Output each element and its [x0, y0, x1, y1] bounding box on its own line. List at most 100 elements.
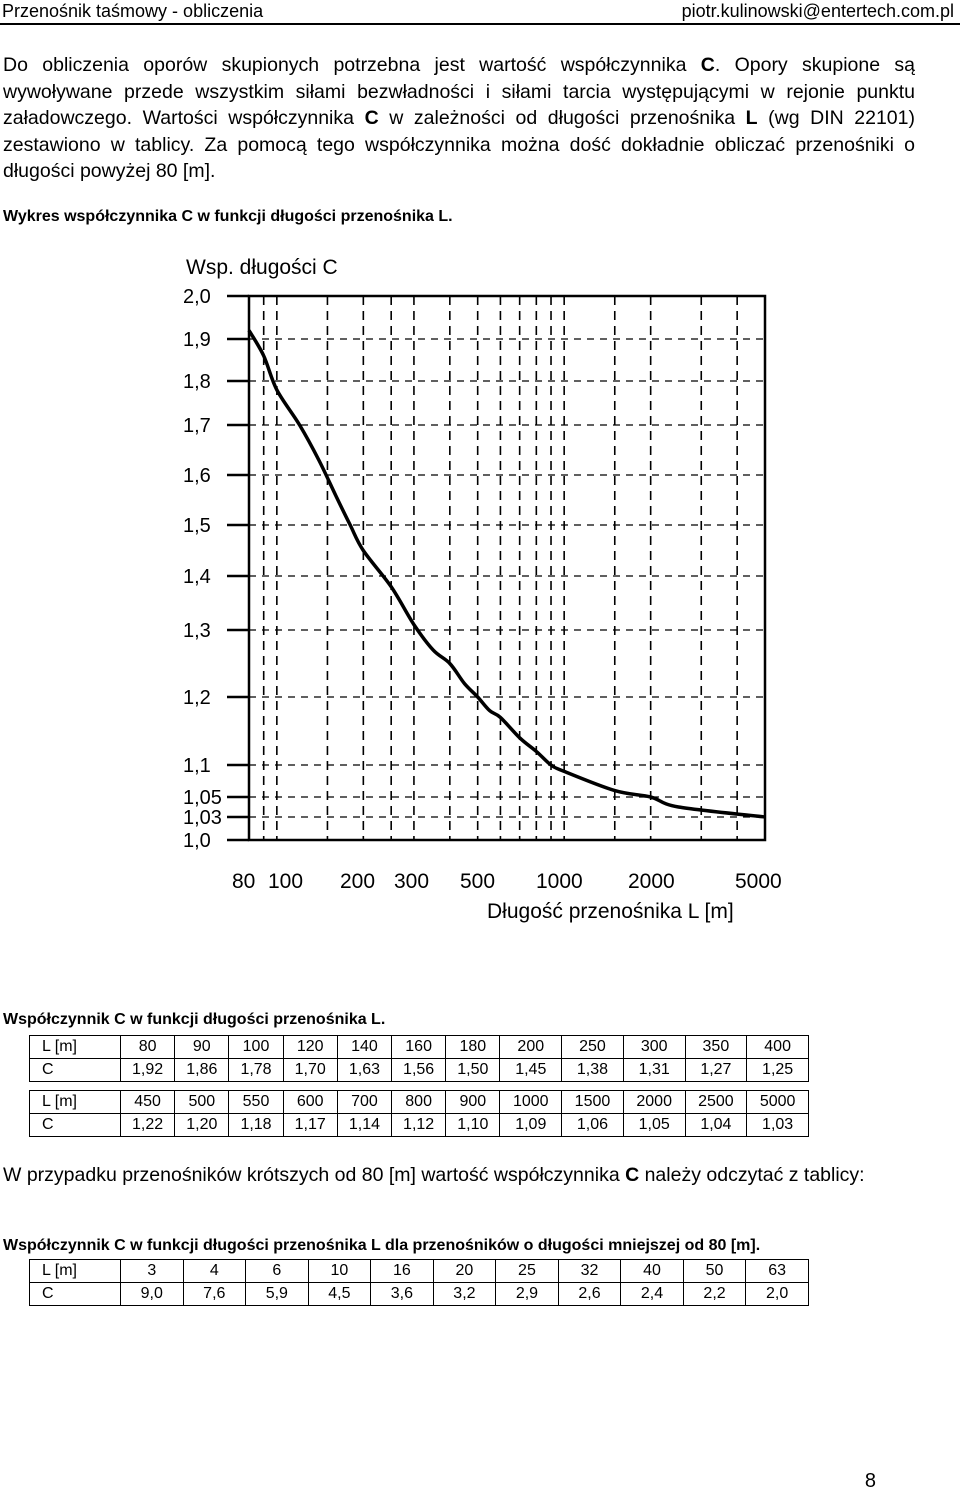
table-cell: 1,10 — [445, 1113, 501, 1137]
table-cell: 25 — [495, 1259, 559, 1283]
table-cell: 90 — [174, 1035, 230, 1059]
table-cell: 9,0 — [120, 1282, 184, 1306]
table-cell: 1,78 — [228, 1058, 284, 1082]
table-cell: 1,06 — [561, 1113, 624, 1137]
row-header-cell: L [m] — [29, 1090, 121, 1114]
short-conveyor-paragraph: W przypadku przenośników krótszych od 80… — [3, 1164, 865, 1186]
header-email: piotr.kulinowski@entertech.com.pl — [681, 1, 954, 21]
table-cell: 1,45 — [499, 1058, 563, 1082]
y-tick-label: 1,6 — [183, 465, 211, 487]
table-cell: 200 — [499, 1035, 563, 1059]
chart-y-axis-label: Wsp. długości C — [186, 256, 338, 279]
table-cell: 50 — [682, 1259, 747, 1283]
table-cell: 1,05 — [622, 1113, 686, 1137]
table-cell: 1,17 — [282, 1113, 338, 1137]
table-cell: 1,38 — [561, 1058, 624, 1082]
table-cell: 2,0 — [745, 1282, 809, 1306]
chart-curve — [247, 329, 766, 819]
table-cell: 1,09 — [499, 1113, 563, 1137]
table-row: L [m] 80 90 100 120 140 160 180 200 250 300 350 400 — [29, 1035, 809, 1059]
table-cell: 3 — [120, 1259, 184, 1283]
table-cell: 63 — [745, 1259, 809, 1283]
table-cell: 1,20 — [174, 1113, 230, 1137]
table-row: C 1,92 1,86 1,78 1,70 1,63 1,56 1,50 1,45 1,38 1,3… — [29, 1058, 809, 1082]
y-tick-label: 1,5 — [183, 515, 211, 537]
coefficient-table: L [m] 80 90 100 120 140 160 180 200 250 300 350 400 C… — [29, 1035, 809, 1137]
table-cell: 700 — [336, 1090, 393, 1114]
row-header-cell: L [m] — [29, 1259, 121, 1283]
table-row: L [m] 3 4 6 10 16 20 25 32 40 50 63 — [29, 1259, 809, 1283]
table-cell: 80 — [119, 1035, 176, 1059]
table-cell: 1,18 — [228, 1113, 284, 1137]
table-cell: 1,92 — [119, 1058, 176, 1082]
table-cell: 350 — [684, 1035, 748, 1059]
x-tick-label: 2000 — [628, 870, 675, 893]
y-tick-label: 1,0 — [183, 830, 211, 852]
table-cell: 1,31 — [622, 1058, 686, 1082]
table-cell: 1,86 — [174, 1058, 230, 1082]
table-cell: 2500 — [684, 1090, 748, 1114]
table-cell: 600 — [282, 1090, 338, 1114]
table-cell: 120 — [282, 1035, 338, 1059]
table-cell: 1,63 — [336, 1058, 393, 1082]
table-cell: 1,04 — [684, 1113, 748, 1137]
chart-x-axis-label: Długość przenośnika L [m] — [487, 900, 734, 923]
table-cell: 1,22 — [119, 1113, 176, 1137]
table-cell: 6 — [245, 1259, 309, 1283]
table-cell: 1,12 — [391, 1113, 447, 1137]
table-cell: 160 — [391, 1035, 447, 1059]
table-cell: 2,9 — [495, 1282, 559, 1306]
table-cell: 1,56 — [391, 1058, 447, 1082]
page-number: 8 — [864, 1470, 876, 1492]
y-tick-label: 1,7 — [183, 415, 211, 437]
table-cell: 4 — [182, 1259, 247, 1283]
x-tick-label: 100 — [268, 870, 303, 893]
table1-caption: Współczynnik C w funkcji długości przeno… — [3, 1011, 386, 1028]
x-tick-label: 200 — [340, 870, 375, 893]
table-cell: 1,70 — [282, 1058, 338, 1082]
y-tick-label: 1,05 — [183, 787, 222, 809]
page-header: Przenośnik taśmowy - obliczenia piotr.ku… — [0, 0, 960, 25]
table-cell: 1500 — [561, 1090, 624, 1114]
table-cell: 2000 — [622, 1090, 686, 1114]
table-cell: 550 — [228, 1090, 284, 1114]
table-cell: 40 — [620, 1259, 684, 1283]
coefficient-chart: 2,0 1,9 1,8 1,7 1,6 1,5 1,4 1,3 1,2 1,1 1,051,031,… — [183, 256, 782, 923]
row-header-cell: C — [29, 1282, 121, 1306]
table-cell: 800 — [391, 1090, 447, 1114]
row-header-cell: L [m] — [29, 1035, 121, 1059]
table-cell: 250 — [561, 1035, 624, 1059]
y-tick-label: 1,9 — [183, 329, 211, 351]
table-cell: 2,2 — [682, 1282, 747, 1306]
table-cell: 5,9 — [245, 1282, 309, 1306]
table-cell: 10 — [307, 1259, 372, 1283]
table2-caption: Współczynnik C w funkcji długości przeno… — [3, 1237, 761, 1254]
y-tick-label: 1,2 — [183, 687, 211, 709]
header-rule — [0, 23, 960, 25]
y-tick-label: 2,0 — [183, 286, 211, 308]
x-tick-label: 80 — [232, 870, 255, 893]
y-tick-label: 1,8 — [183, 371, 211, 393]
table-cell: 20 — [432, 1259, 497, 1283]
table-cell: 1000 — [499, 1090, 563, 1114]
table-cell: 3,2 — [432, 1282, 497, 1306]
table-row: C 1,22 1,20 1,18 1,17 1,14 1,12 1,10 1,09 1,06 1,0… — [29, 1113, 809, 1137]
table-cell: 180 — [445, 1035, 501, 1059]
table-cell: 900 — [445, 1090, 501, 1114]
table-cell: 100 — [228, 1035, 284, 1059]
table-cell: 32 — [557, 1259, 622, 1283]
table-cell: 500 — [174, 1090, 230, 1114]
y-tick-label: 1,1 — [183, 755, 211, 777]
table-cell: 400 — [746, 1035, 809, 1059]
chart-caption: Wykres współczynnika C w funkcji długośc… — [3, 208, 453, 225]
x-tick-label: 500 — [460, 870, 495, 893]
table-cell: 1,27 — [684, 1058, 748, 1082]
table-cell: 16 — [370, 1259, 434, 1283]
x-tick-label: 300 — [394, 870, 429, 893]
table-row: L [m] 450 500 550 600 700 800 900 1000 1500 2000 25… — [29, 1090, 809, 1114]
y-tick-label: 1,4 — [183, 566, 211, 588]
table-cell: 450 — [119, 1090, 176, 1114]
table-cell: 1,25 — [746, 1058, 809, 1082]
table-cell: 4,5 — [307, 1282, 372, 1306]
plot-frame — [247, 294, 767, 842]
